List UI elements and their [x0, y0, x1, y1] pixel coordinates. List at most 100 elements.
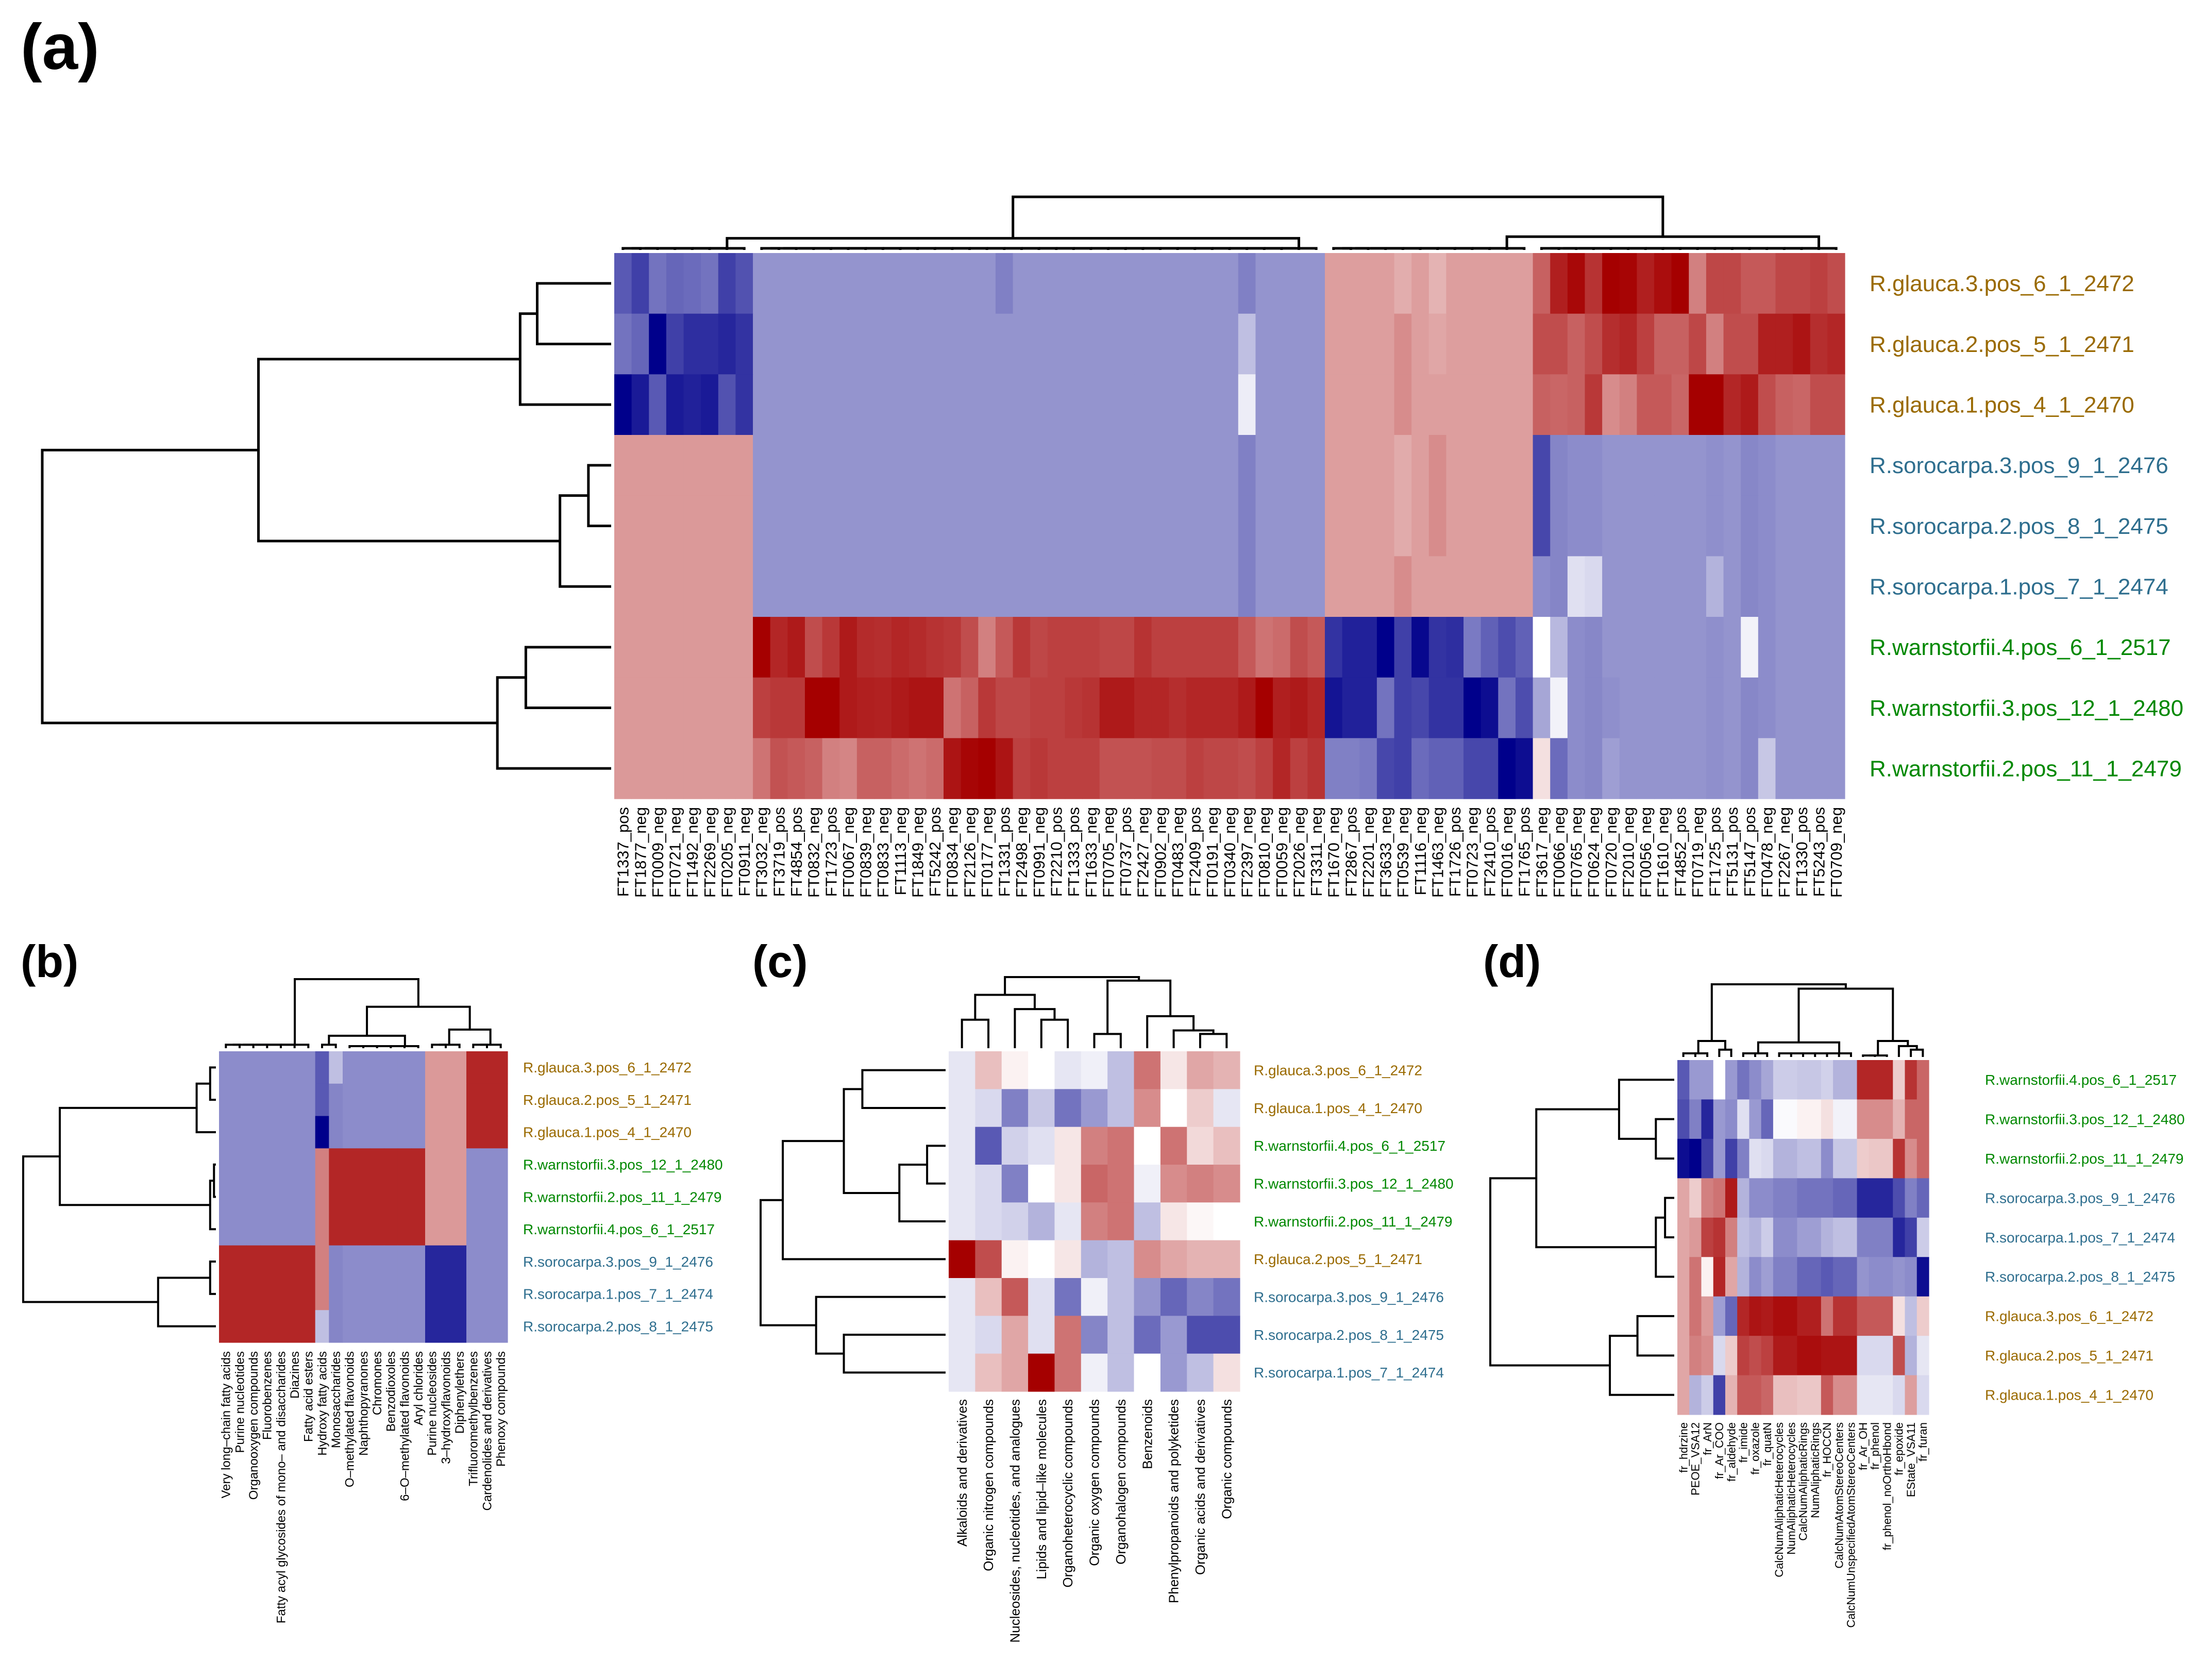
heatmap-cell: [1905, 1060, 1917, 1100]
dendrogram-branch: [392, 1045, 419, 1048]
heatmap-cell: [683, 435, 701, 496]
column-label: FT0833_neg: [874, 807, 892, 898]
heatmap-cell: [975, 1089, 1002, 1128]
heatmap-cell: [1893, 1178, 1906, 1218]
heatmap-cell: [631, 556, 649, 617]
heatmap-cell: [1585, 556, 1603, 617]
heatmap-cell: [701, 495, 719, 557]
heatmap-cell: [1028, 1202, 1055, 1241]
heatmap-cell: [1186, 435, 1204, 496]
heatmap-cell: [1797, 1217, 1810, 1257]
column-label: Organoheterocyclic compounds: [1060, 1399, 1075, 1588]
heatmap-cell: [735, 495, 753, 557]
heatmap-cell: [1203, 313, 1221, 375]
heatmap-cell: [1160, 1240, 1187, 1279]
heatmap-cell: [978, 313, 996, 375]
heatmap-cell: [1713, 1257, 1726, 1297]
heatmap-cell: [466, 1213, 481, 1246]
heatmap-cell: [995, 556, 1014, 617]
heatmap-cell: [1013, 374, 1031, 435]
heatmap-cell: [329, 1213, 343, 1246]
heatmap-cell: [1065, 374, 1083, 435]
heatmap-cell: [1134, 1316, 1161, 1354]
heatmap-cell: [1107, 1089, 1135, 1128]
dendrogram-branch: [1505, 235, 1821, 248]
heatmap-cell: [1028, 1353, 1055, 1392]
heatmap-cell: [1810, 738, 1828, 799]
dendrogram-branch: [760, 1199, 816, 1326]
heatmap-cell: [804, 677, 823, 738]
heatmap-cell: [1827, 738, 1845, 799]
heatmap-cell: [1619, 738, 1637, 799]
heatmap-cell: [315, 1051, 329, 1084]
heatmap-cell: [219, 1148, 233, 1181]
heatmap-cell: [701, 556, 719, 617]
heatmap-cell: [1758, 556, 1776, 617]
heatmap-cell: [614, 495, 632, 557]
heatmap-cell: [466, 1148, 481, 1181]
heatmap-cell: [274, 1181, 288, 1214]
heatmap-cell: [949, 1316, 975, 1354]
heatmap-cell: [1677, 1336, 1690, 1376]
column-dendrogram: [621, 195, 1838, 250]
heatmap-cell: [1845, 1099, 1858, 1139]
heatmap-cell: [315, 1278, 329, 1311]
heatmap-cell: [1619, 617, 1637, 678]
row-label: R.glauca.2.pos_5_1_2471: [1254, 1251, 1422, 1267]
row-label: R.glauca.3.pos_6_1_2472: [523, 1060, 692, 1076]
heatmap-cell: [1446, 374, 1464, 435]
heatmap-cell: [1411, 677, 1429, 738]
dendrogram-branch: [496, 676, 611, 770]
heatmap-cell: [995, 617, 1014, 678]
heatmap-cell: [384, 1181, 398, 1214]
row-dendrogram: [41, 282, 611, 770]
heatmap-cell: [1797, 1296, 1810, 1336]
heatmap-cell: [822, 556, 840, 617]
heatmap-cell: [1723, 374, 1741, 435]
column-label: FT1337_pos: [614, 807, 632, 897]
heatmap-cell: [1065, 435, 1083, 496]
heatmap-cell: [804, 556, 823, 617]
heatmap-cell: [439, 1310, 453, 1343]
heatmap-cell: [839, 435, 857, 496]
heatmap-cell: [1737, 1336, 1750, 1376]
heatmap-cell: [1737, 1099, 1750, 1139]
heatmap-cell: [978, 495, 996, 557]
heatmap-cell: [649, 313, 667, 375]
heatmap-cell: [649, 253, 667, 314]
heatmap-cell: [370, 1181, 384, 1214]
heatmap-cell: [1637, 374, 1655, 435]
heatmap-cell: [1411, 738, 1429, 799]
heatmap-cell: [425, 1245, 440, 1279]
dendrogram-branch: [157, 1276, 216, 1328]
heatmap-cell: [1533, 495, 1551, 557]
heatmap-cell: [343, 1148, 357, 1181]
heatmap-cell: [1498, 374, 1516, 435]
heatmap-cell: [856, 435, 875, 496]
heatmap-cell: [329, 1083, 343, 1117]
column-label: fr_aldehyde: [1725, 1422, 1738, 1482]
heatmap-cell: [1741, 374, 1759, 435]
heatmap-cell: [1637, 738, 1655, 799]
heatmap-cell: [839, 556, 857, 617]
heatmap-cell: [1099, 495, 1117, 557]
heatmap-cell: [1255, 617, 1273, 678]
heatmap-cell: [1342, 435, 1360, 496]
heatmap-cell: [1134, 1240, 1161, 1279]
heatmap-cell: [1775, 495, 1793, 557]
heatmap-cell: [1723, 556, 1741, 617]
heatmap-cell: [370, 1278, 384, 1311]
heatmap-cell: [1671, 495, 1689, 557]
heatmap-cell: [1065, 738, 1083, 799]
heatmap-cell: [1845, 1217, 1858, 1257]
column-label: FT0902_neg: [1151, 807, 1169, 898]
heatmap-cell: [343, 1116, 357, 1149]
column-label: FT0719_neg: [1689, 807, 1707, 898]
heatmap-cell: [288, 1181, 302, 1214]
heatmap-cell: [494, 1310, 508, 1343]
heatmap-cell: [683, 374, 701, 435]
heatmap-cell: [1394, 617, 1412, 678]
heatmap-cell: [1117, 313, 1135, 375]
heatmap-cell: [1169, 313, 1187, 375]
heatmap-cell: [1238, 495, 1256, 557]
